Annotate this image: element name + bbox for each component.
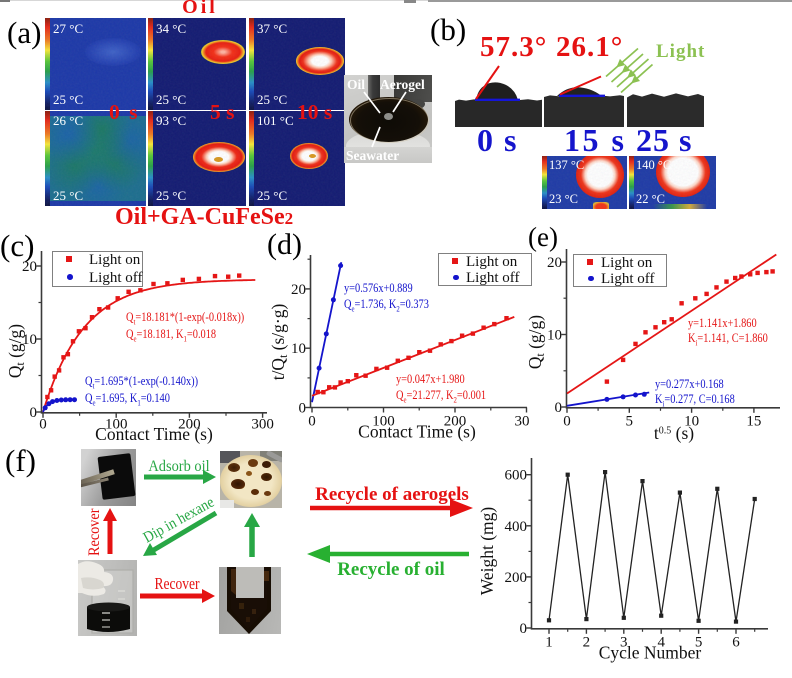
svg-text:10: 10: [22, 332, 37, 348]
svg-text:Contact Time (s): Contact Time (s): [95, 424, 213, 444]
svg-text:Aerogel: Aerogel: [380, 77, 425, 92]
svg-text:0: 0: [30, 405, 38, 421]
svg-text:4: 4: [657, 635, 665, 651]
svg-text:2: 2: [583, 635, 591, 651]
svg-text:200: 200: [444, 414, 467, 430]
svg-text:10: 10: [291, 341, 306, 357]
svg-text:300: 300: [251, 417, 274, 433]
svg-text:1: 1: [545, 635, 553, 651]
svg-text:200: 200: [178, 417, 201, 433]
svg-text:400: 400: [505, 519, 528, 535]
svg-text:0: 0: [299, 401, 307, 417]
svg-text:0: 0: [555, 400, 563, 416]
svg-text:10: 10: [547, 328, 562, 344]
svg-text:Cycle Number: Cycle Number: [599, 643, 702, 663]
svg-text:Qt (g/g): Qt (g/g): [5, 324, 27, 378]
svg-text:0: 0: [308, 414, 316, 430]
svg-text:15: 15: [746, 414, 761, 430]
svg-text:10: 10: [684, 414, 699, 430]
svg-text:t0.5 (s): t0.5 (s): [654, 423, 694, 443]
svg-text:0: 0: [520, 621, 528, 637]
svg-text:200: 200: [505, 570, 528, 586]
svg-text:Weight (mg): Weight (mg): [477, 507, 497, 596]
svg-text:600: 600: [505, 468, 528, 484]
svg-text:30: 30: [515, 414, 530, 430]
svg-text:Oil: Oil: [347, 77, 365, 92]
svg-text:5: 5: [695, 635, 703, 651]
svg-text:20: 20: [291, 282, 306, 298]
svg-text:t/Qt (s/g·g): t/Qt (s/g·g): [268, 304, 290, 381]
svg-text:6: 6: [732, 635, 740, 651]
svg-text:100: 100: [105, 417, 128, 433]
svg-text:0: 0: [563, 414, 571, 430]
svg-text:3: 3: [620, 635, 628, 651]
svg-text:Qt (g/g): Qt (g/g): [525, 315, 547, 369]
svg-text:5: 5: [626, 414, 634, 430]
svg-text:0: 0: [39, 417, 47, 433]
svg-text:20: 20: [547, 255, 562, 271]
svg-text:100: 100: [372, 414, 395, 430]
svg-text:Contact Time (s): Contact Time (s): [358, 422, 476, 442]
svg-text:Seawater: Seawater: [346, 148, 399, 163]
